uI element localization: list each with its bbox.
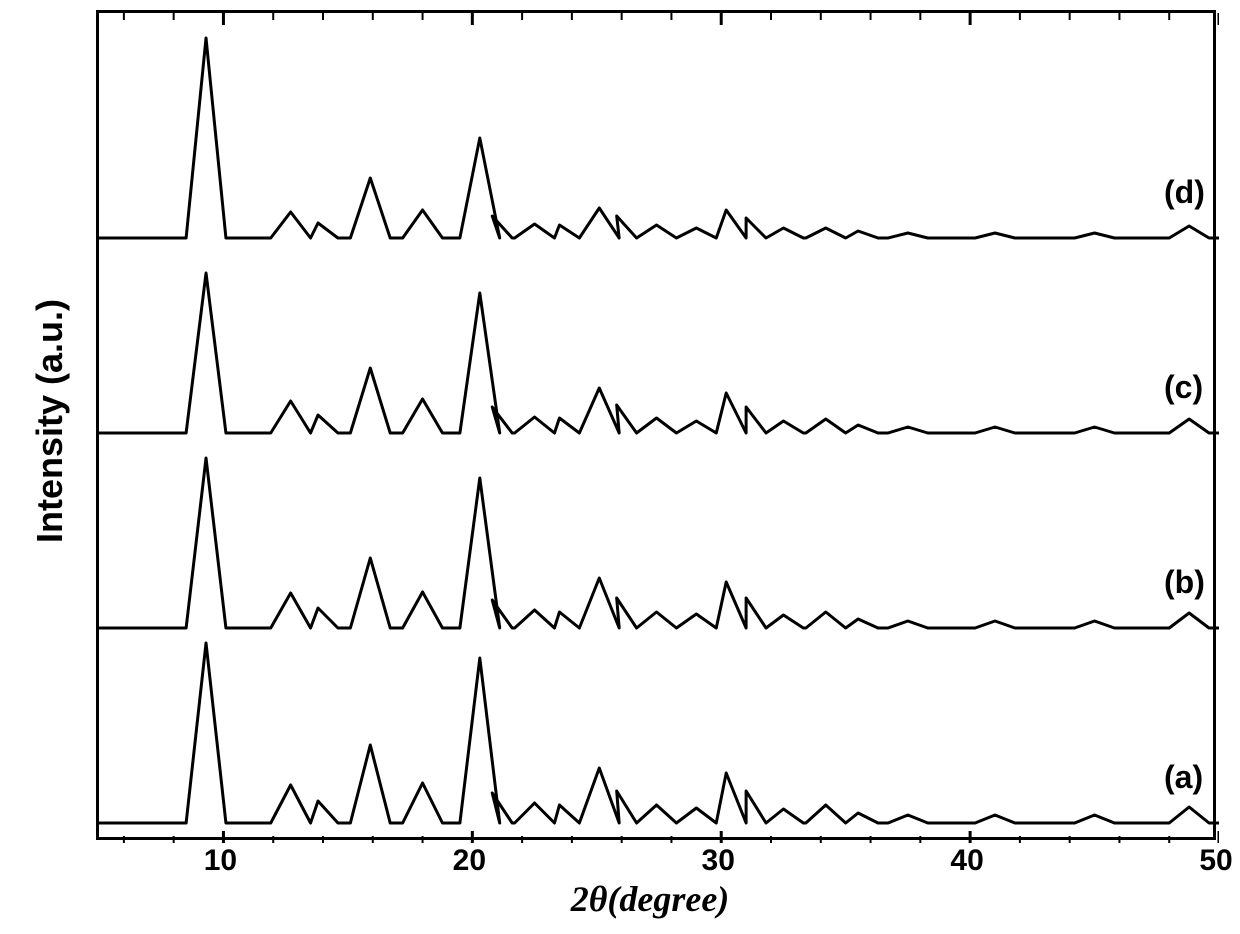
series-label: (b) bbox=[1164, 564, 1205, 601]
y-axis-label-text: Intensity (a.u.) bbox=[29, 299, 70, 543]
x-tick-label: 50 bbox=[1199, 844, 1232, 878]
plot-svg bbox=[99, 13, 1219, 843]
x-tick-label: 10 bbox=[204, 844, 237, 878]
x-axis-label-text: 2θ(degree) bbox=[571, 879, 730, 919]
series-trace bbox=[99, 273, 1219, 433]
series-label: (c) bbox=[1164, 369, 1203, 406]
series-trace bbox=[99, 458, 1219, 628]
series-label: (a) bbox=[1164, 759, 1203, 796]
series-trace bbox=[99, 643, 1219, 823]
series-trace bbox=[99, 38, 1219, 238]
x-tick-label: 20 bbox=[453, 844, 486, 878]
x-tick-label: 30 bbox=[702, 844, 735, 878]
x-tick-label: 40 bbox=[950, 844, 983, 878]
chart-container: Intensity (a.u.) 2θ(degree) 10 20 30 40 50 (a… bbox=[0, 0, 1240, 934]
y-axis-label: Intensity (a.u.) bbox=[29, 271, 71, 571]
x-axis-label: 2θ(degree) bbox=[520, 878, 780, 920]
plot-area bbox=[96, 10, 1216, 840]
series-label: (d) bbox=[1164, 174, 1205, 211]
